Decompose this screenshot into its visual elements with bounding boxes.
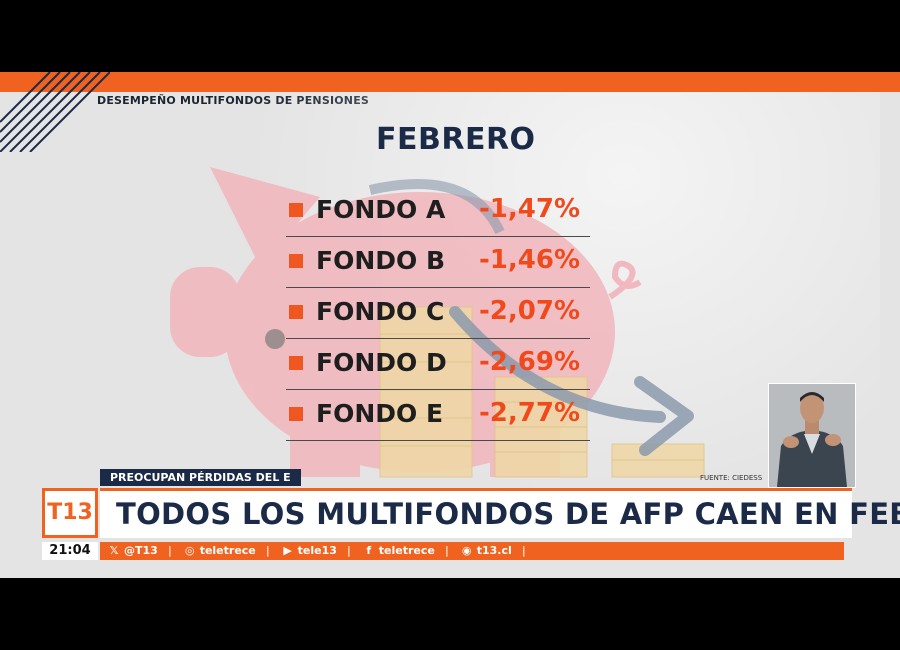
graphic-title: FEBRERO xyxy=(376,122,536,157)
instagram-icon: ◎ xyxy=(184,544,195,557)
bullet-square-icon xyxy=(289,203,303,217)
coin-stacks-illustration xyxy=(379,306,705,478)
facebook-icon: f xyxy=(366,544,372,557)
web-icon: ◉ xyxy=(461,544,472,557)
source-credit: FUENTE: CIEDESS xyxy=(700,474,763,482)
fund-name: FONDO B xyxy=(316,246,446,275)
tv-screen: DESEMPEÑO MULTIFONDOS DE PENSIONES xyxy=(0,72,900,578)
fund-value: -1,47% xyxy=(479,194,580,224)
social-item: 𝕏 @T13 xyxy=(108,542,158,560)
diagonal-stripes-decoration xyxy=(0,72,110,152)
fund-row: FONDO D -2,69% xyxy=(286,339,590,390)
fund-value: -1,46% xyxy=(479,245,580,275)
headline-bar: TODOS LOS MULTIFONDOS DE AFP CAEN EN FEB… xyxy=(100,488,900,538)
fund-name: FONDO A xyxy=(316,195,446,224)
fund-row: FONDO E -2,77% xyxy=(286,390,590,441)
social-item: ◉ t13.cl xyxy=(461,542,512,560)
sign-language-interpreter-inset xyxy=(768,383,856,488)
social-item: f teletrece xyxy=(363,542,434,560)
interpreter-figure xyxy=(769,384,855,487)
youtube-icon: ▶ xyxy=(283,544,292,557)
clock: 21:04 xyxy=(42,542,98,560)
logo-text: T13 xyxy=(47,500,93,525)
fund-row: FONDO A -1,47% xyxy=(286,186,590,237)
headline-kicker: PREOCUPAN PÉRDIDAS DEL E xyxy=(100,469,301,486)
fund-name: FONDO D xyxy=(316,348,447,377)
social-item: ▶ tele13 xyxy=(282,542,337,560)
top-accent-bar xyxy=(0,72,900,92)
bullet-square-icon xyxy=(289,356,303,370)
fund-table: FONDO A -1,47% FONDO B -1,46% FONDO C -2… xyxy=(286,186,590,441)
fund-value: -2,69% xyxy=(479,347,580,377)
fund-name: FONDO C xyxy=(316,297,445,326)
fund-value: -2,07% xyxy=(479,296,580,326)
fund-value: -2,77% xyxy=(479,398,580,428)
bullet-square-icon xyxy=(289,407,303,421)
downward-trend-arrow xyxy=(368,179,694,456)
social-item: ◎ teletrece xyxy=(184,542,256,560)
bullet-square-icon xyxy=(289,305,303,319)
social-ticker: 𝕏 @T13 | ◎ teletrece | ▶ tele13 | f teletrece | … xyxy=(100,542,844,560)
t13-logo: T13 xyxy=(42,488,98,538)
bullet-square-icon xyxy=(289,254,303,268)
fund-name: FONDO E xyxy=(316,399,444,428)
twitter-icon: 𝕏 xyxy=(109,544,119,557)
fund-row: FONDO C -2,07% xyxy=(286,288,590,339)
headline-text: TODOS LOS MULTIFONDOS DE AFP CAEN EN FEB… xyxy=(116,497,900,531)
fund-row: FONDO B -1,46% xyxy=(286,237,590,288)
